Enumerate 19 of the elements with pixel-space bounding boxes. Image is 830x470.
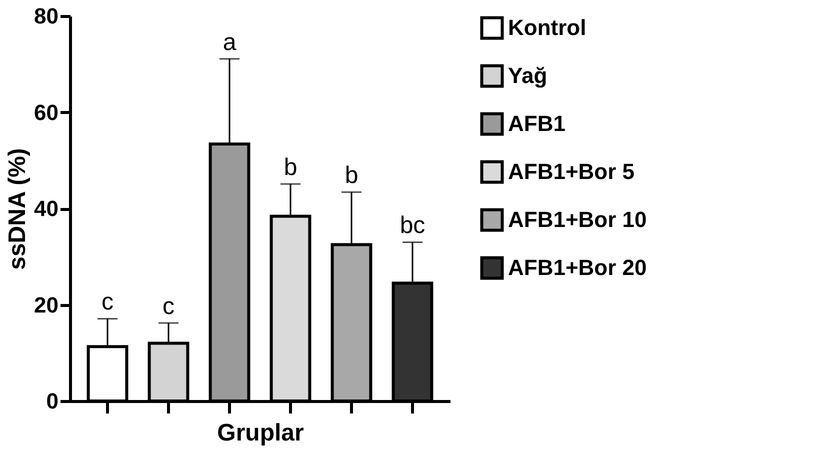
legend-label: Yağ bbox=[508, 63, 548, 88]
legend-label: AFB1+Bor 10 bbox=[508, 207, 647, 232]
legend-label: Kontrol bbox=[508, 15, 586, 40]
annotation: b bbox=[284, 154, 298, 181]
y-tick-label: 20 bbox=[34, 292, 58, 318]
annotation: c bbox=[102, 288, 114, 316]
annotation: c bbox=[162, 293, 175, 320]
legend-label: AFB1 bbox=[508, 111, 566, 136]
y-tick-label: 80 bbox=[34, 4, 58, 28]
legend-label: AFB1+Bor 20 bbox=[508, 255, 647, 280]
legend-label: AFB1+Bor 5 bbox=[508, 159, 635, 184]
y-axis-title: ssDNA (%) bbox=[4, 148, 32, 270]
annotation: bc bbox=[400, 212, 426, 240]
x-axis-title: Gruplar bbox=[217, 420, 304, 446]
annotation: b bbox=[344, 162, 358, 190]
y-tick-label: 0 bbox=[46, 388, 58, 414]
annotation: a bbox=[222, 28, 237, 56]
y-tick-label: 60 bbox=[34, 100, 58, 125]
y-tick-label: 40 bbox=[34, 196, 58, 221]
